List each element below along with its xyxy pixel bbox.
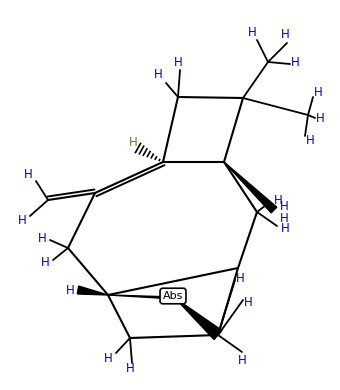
- Text: H: H: [236, 271, 244, 284]
- Text: H: H: [291, 55, 300, 69]
- Text: H: H: [104, 351, 113, 365]
- Text: H: H: [174, 55, 182, 69]
- Text: H: H: [280, 222, 289, 234]
- Text: H: H: [66, 284, 74, 296]
- Text: H: H: [248, 25, 256, 39]
- Text: H: H: [40, 255, 49, 268]
- Text: H: H: [316, 112, 324, 124]
- Text: H: H: [279, 211, 288, 225]
- Text: Abs: Abs: [163, 291, 183, 301]
- Polygon shape: [175, 298, 222, 340]
- Text: H: H: [313, 85, 322, 99]
- Text: H: H: [154, 69, 163, 82]
- Text: H: H: [18, 213, 27, 227]
- Text: H: H: [23, 168, 32, 181]
- Text: H: H: [244, 296, 252, 308]
- Text: H: H: [306, 133, 315, 147]
- Text: H: H: [280, 28, 289, 41]
- Polygon shape: [77, 286, 108, 295]
- Text: H: H: [274, 193, 283, 206]
- Text: H: H: [238, 353, 246, 367]
- Polygon shape: [108, 295, 175, 299]
- Text: H: H: [279, 200, 288, 213]
- Polygon shape: [224, 162, 277, 213]
- Text: H: H: [38, 232, 46, 245]
- Text: H: H: [125, 362, 134, 374]
- Text: H: H: [129, 136, 137, 149]
